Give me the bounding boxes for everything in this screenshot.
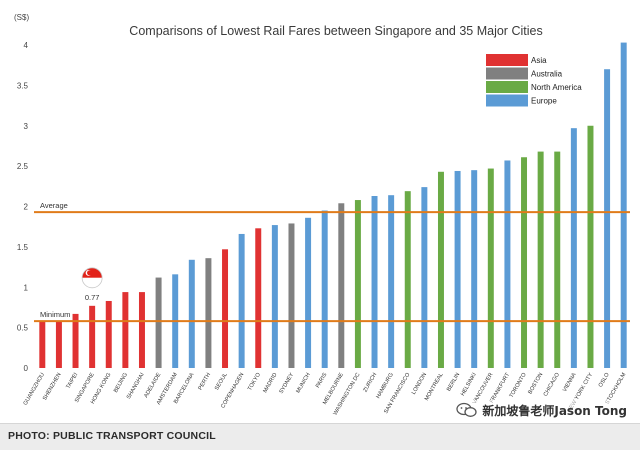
y-tick-label: 4 — [24, 41, 29, 50]
bar-zurich — [371, 196, 378, 368]
bar-shanghai — [138, 292, 145, 368]
x-tick-label: BERLIN — [446, 372, 461, 393]
y-tick-label: 2 — [24, 203, 29, 212]
legend-label: Asia — [531, 56, 547, 65]
bar-beijing — [122, 292, 129, 368]
bar-berlin — [454, 170, 461, 368]
bar-hamburg — [388, 195, 395, 368]
bar-shenzhen — [55, 321, 62, 368]
bar-barcelona — [188, 259, 195, 368]
watermark-text: 新加坡鲁老师Jason Tong — [482, 403, 627, 418]
bar-new-york-city — [587, 125, 594, 368]
bar-singapore — [89, 305, 96, 368]
legend-label: Australia — [531, 70, 563, 79]
bar-perth — [205, 258, 212, 368]
y-tick-label: 1 — [24, 283, 29, 292]
y-tick-label: 0.5 — [17, 324, 29, 333]
bar-toronto — [521, 157, 528, 368]
ref-label-average: Average — [40, 201, 68, 210]
legend-swatch — [486, 54, 528, 66]
y-tick-label: 0 — [24, 364, 29, 373]
bar-sydney — [288, 223, 295, 368]
y-axis: 0 0.5 1 1.5 2 2.5 3 3.5 4 — [17, 41, 29, 373]
y-tick-label: 2.5 — [17, 162, 29, 171]
bar-adelaide — [155, 277, 162, 368]
legend-label: North America — [531, 83, 582, 92]
bar-london — [421, 187, 428, 368]
wechat-icon — [456, 402, 478, 417]
x-tick-label: CHICAGO — [543, 371, 562, 397]
bar-copenhagen — [238, 233, 245, 368]
bar-vienna — [570, 128, 577, 368]
x-tick-label: MUNICH — [295, 372, 311, 394]
x-tick-label: PARIS — [315, 372, 329, 389]
annotations: 0.77 — [81, 267, 103, 302]
x-tick-label: BOSTON — [527, 372, 544, 395]
x-tick-label: PERTH — [198, 372, 213, 391]
bar-hong-kong — [105, 300, 112, 368]
singapore-flag-icon — [81, 267, 103, 289]
watermark: 新加坡鲁老师Jason Tong — [453, 400, 630, 420]
bar-seoul — [222, 249, 229, 368]
bar-san-francisco — [404, 191, 411, 368]
reference-lines: Average Minimum — [34, 201, 630, 323]
x-tick-label: MADRID — [262, 372, 278, 394]
x-tick-label: OSLO — [598, 371, 611, 388]
x-tick-label: HELSINKI — [460, 372, 478, 397]
y-tick-label: 3.5 — [17, 81, 29, 90]
x-tick-label: TORONTO — [509, 371, 528, 399]
chart-title: Comparisons of Lowest Rail Fares between… — [129, 24, 542, 38]
bar-guangzhou — [39, 321, 46, 368]
bar-taipei — [72, 313, 79, 368]
y-tick-label: 3 — [24, 122, 29, 131]
bar-madrid — [271, 225, 278, 368]
bar-washington-dc — [354, 200, 361, 368]
x-tick-label: TAIPEI — [65, 372, 79, 390]
legend-swatch — [486, 67, 528, 80]
bar-montreal — [437, 171, 444, 368]
x-tick-label: SEOUL — [214, 372, 229, 391]
legend-label: Europe — [531, 97, 557, 106]
x-tick-label: LONDON — [411, 372, 428, 396]
legend-swatch — [486, 94, 528, 107]
bar-stockholm — [620, 42, 627, 368]
bar-munich — [305, 217, 312, 368]
legend: Asia Australia North America Europe — [486, 54, 582, 107]
x-tick-label: ZURICH — [362, 372, 378, 393]
x-tick-label: GUANGZHOU — [23, 372, 46, 406]
bar-melbourne — [338, 203, 345, 368]
bars — [39, 42, 627, 368]
data-label: 0.77 — [85, 293, 100, 302]
bar-vancouver — [487, 168, 494, 368]
bar-boston — [537, 151, 544, 368]
x-tick-label: VIENNA — [562, 372, 578, 393]
legend-swatch — [486, 81, 528, 93]
y-unit-label: (S$) — [14, 13, 29, 22]
bar-frankfurt — [504, 160, 511, 368]
x-tick-label: TOKYO — [247, 371, 262, 391]
footer: PHOTO: PUBLIC TRANSPORT COUNCIL — [0, 423, 640, 450]
bar-oslo — [604, 69, 611, 368]
x-tick-label: SYDNEY — [279, 372, 296, 395]
y-tick-label: 1.5 — [17, 243, 29, 252]
ref-label-minimum: Minimum — [40, 310, 70, 319]
bar-paris — [321, 210, 328, 368]
bar-tokyo — [255, 228, 262, 368]
photo-credit: PHOTO: PUBLIC TRANSPORT COUNCIL — [8, 430, 216, 442]
bar-chicago — [554, 151, 561, 368]
bar-helsinki — [471, 170, 478, 368]
x-tick-label: BEIJING — [113, 372, 129, 394]
